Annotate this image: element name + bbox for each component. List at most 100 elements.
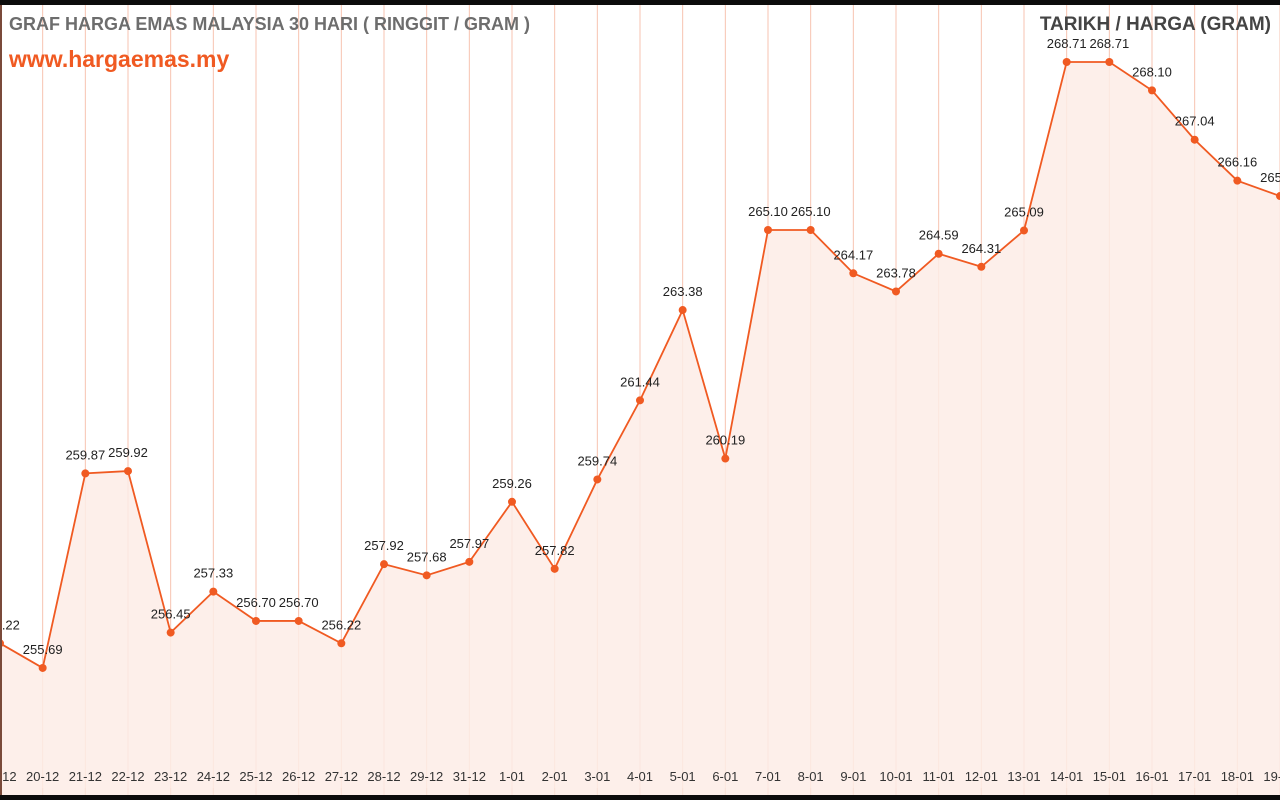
data-point: [678, 306, 687, 315]
data-label: 263.78: [876, 265, 916, 280]
data-label: 256.22: [0, 617, 20, 632]
data-label: 267.04: [1175, 114, 1215, 129]
data-point: [550, 564, 559, 573]
x-tick-label: 26-12: [282, 769, 315, 784]
data-point: [1105, 58, 1114, 66]
data-label: 257.68: [407, 549, 447, 564]
data-point: [764, 226, 772, 235]
x-tick-label: 12-01: [965, 769, 998, 784]
data-point: [1020, 226, 1028, 235]
data-label: 266.16: [1217, 155, 1257, 170]
data-point: [1233, 176, 1242, 185]
data-point: [252, 616, 260, 625]
x-tick-label: 6-01: [712, 769, 738, 784]
x-tick-label: 31-12: [453, 769, 486, 784]
x-tick-label: 24-12: [197, 769, 230, 784]
data-label: 260.19: [705, 433, 745, 448]
data-label: 255.69: [23, 642, 63, 657]
data-point: [806, 226, 815, 235]
x-tick-label: 11-01: [923, 769, 955, 784]
data-label: 256.45: [151, 607, 191, 622]
data-label: 257.82: [535, 543, 575, 558]
x-tick-label: 3-01: [584, 769, 610, 784]
x-tick-label: 1-01: [499, 769, 525, 784]
data-label: 259.26: [492, 476, 532, 491]
site-url: www.hargaemas.my: [9, 46, 230, 72]
x-tick-label: 20-12: [26, 769, 59, 784]
data-point: [1276, 192, 1280, 201]
x-tick-label: 2-01: [542, 769, 568, 784]
data-point: [892, 287, 900, 296]
data-label: 264.17: [833, 247, 873, 262]
x-tick-label: 17-01: [1178, 769, 1211, 784]
x-tick-label: 16-01: [1135, 769, 1168, 784]
x-tick-label: 28-12: [367, 769, 400, 784]
data-point: [337, 639, 346, 648]
data-label: 257.97: [449, 536, 489, 551]
x-tick-label: 13-01: [1007, 769, 1040, 784]
data-point: [1062, 58, 1071, 66]
x-tick-label: 18-01: [1221, 769, 1254, 784]
data-label: 263.38: [663, 284, 703, 299]
legend-label: TARIKH / HARGA (GRAM): [1039, 14, 1271, 35]
data-point: [465, 557, 474, 566]
data-point: [124, 467, 132, 476]
data-label: 259.87: [65, 447, 105, 462]
area-fill: [0, 62, 1280, 795]
data-label: 261.44: [620, 374, 660, 389]
x-tick-label: 9-01: [840, 769, 866, 784]
data-point: [380, 560, 388, 569]
data-label: 264.31: [961, 241, 1001, 256]
x-tick-label: 19-01: [1263, 769, 1280, 784]
left-axis-edge: [0, 5, 2, 795]
data-label: 259.74: [577, 453, 617, 468]
data-point: [977, 262, 986, 271]
x-tick-label: 21-12: [69, 769, 102, 784]
data-label: 256.70: [236, 595, 276, 610]
data-label: 256.70: [279, 595, 319, 610]
data-point: [1148, 86, 1156, 95]
chart-title: GRAF HARGA EMAS MALAYSIA 30 HARI ( RINGG…: [9, 14, 531, 34]
data-point: [934, 249, 943, 258]
x-tick-label: 19-12: [0, 769, 17, 784]
x-tick-label: 29-12: [410, 769, 443, 784]
data-point: [81, 469, 90, 478]
x-tick-label: 14-01: [1050, 769, 1083, 784]
x-tick-label: 10-01: [879, 769, 912, 784]
bottom-border: [0, 795, 1280, 800]
data-label: 265.09: [1004, 204, 1044, 219]
data-label: 257.92: [364, 538, 404, 553]
data-point: [849, 269, 858, 278]
data-label: 256.22: [321, 617, 361, 632]
data-label: 265.83: [1260, 170, 1280, 185]
data-point: [38, 663, 47, 672]
x-tick-label: 7-01: [755, 769, 781, 784]
x-tick-label: 8-01: [798, 769, 824, 784]
data-label: 265.10: [791, 204, 831, 219]
data-point: [1190, 135, 1199, 144]
data-label: 265.10: [748, 204, 788, 219]
x-tick-label: 27-12: [325, 769, 358, 784]
x-tick-label: 4-01: [627, 769, 653, 784]
data-point: [422, 571, 431, 580]
top-border: [0, 0, 1280, 5]
data-label: 264.59: [919, 228, 959, 243]
data-point: [593, 475, 602, 484]
data-label: 268.71: [1047, 36, 1087, 51]
data-label: 268.10: [1132, 64, 1172, 79]
data-point: [636, 396, 644, 405]
data-label: 259.92: [108, 445, 148, 460]
x-tick-label: 15-01: [1093, 769, 1126, 784]
x-tick-label: 5-01: [670, 769, 696, 784]
data-point: [166, 628, 175, 637]
data-point: [294, 616, 303, 625]
x-tick-label: 23-12: [154, 769, 187, 784]
data-label: 257.33: [193, 566, 233, 581]
data-point: [721, 454, 730, 463]
x-tick-label: 22-12: [111, 769, 144, 784]
data-label: 268.71: [1089, 36, 1129, 51]
data-point: [508, 497, 516, 506]
x-tick-label: 25-12: [239, 769, 272, 784]
data-point: [209, 587, 218, 596]
